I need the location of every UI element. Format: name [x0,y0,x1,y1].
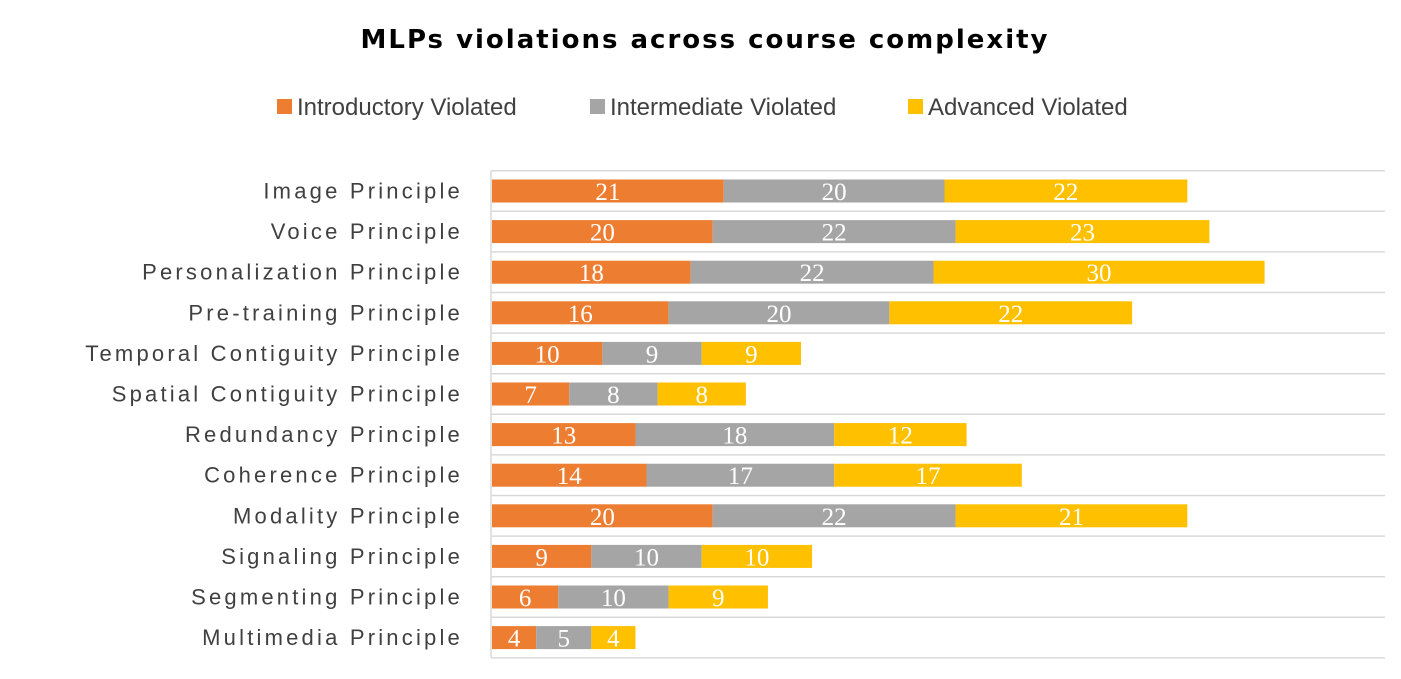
data-label-voice-principle-advanced-violated: 23 [1070,220,1095,247]
bars [492,179,1265,650]
bar-pre-training-principle-advanced-violated [889,301,1133,325]
bar-spatial-contiguity-principle-intermediate-violated [569,382,658,406]
data-label-personalization-principle-introductory-violated: 18 [579,260,604,287]
bar-segmenting-principle-advanced-violated [668,585,768,609]
bar-signaling-principle-advanced-violated [701,544,813,568]
legend-label-intermediate-violated: Intermediate Violated [610,94,836,121]
data-label-pre-training-principle-advanced-violated: 22 [998,301,1023,328]
bar-redundancy-principle-intermediate-violated [635,423,835,447]
category-label-image-principle: Image Principle [263,179,463,204]
bar-voice-principle-advanced-violated [955,220,1210,244]
data-label-image-principle-advanced-violated: 22 [1053,179,1078,206]
bar-temporal-contiguity-principle-introductory-violated [492,341,603,365]
chart-title: MLPs violations across course complexity [361,25,1050,55]
legend-swatch-introductory-violated [277,99,292,114]
legend-swatch-advanced-violated [908,99,923,114]
data-label-segmenting-principle-advanced-violated: 9 [712,585,725,612]
bar-voice-principle-introductory-violated [492,220,713,244]
bar-personalization-principle-intermediate-violated [690,260,934,284]
category-label-spatial-contiguity-principle: Spatial Contiguity Principle [112,382,463,407]
data-label-temporal-contiguity-principle-advanced-violated: 9 [745,341,758,368]
bar-coherence-principle-intermediate-violated [646,463,835,487]
bar-coherence-principle-advanced-violated [834,463,1022,487]
data-label-voice-principle-intermediate-violated: 22 [822,220,847,247]
category-label-redundancy-principle: Redundancy Principle [185,422,463,447]
bar-image-principle-intermediate-violated [723,179,945,203]
data-label-redundancy-principle-intermediate-violated: 18 [722,423,747,450]
legend-label-introductory-violated: Introductory Violated [297,94,517,121]
bar-image-principle-introductory-violated [492,179,724,203]
data-label-redundancy-principle-advanced-violated: 12 [888,423,913,450]
data-label-pre-training-principle-intermediate-violated: 20 [766,301,791,328]
bar-segmenting-principle-introductory-violated [492,585,559,609]
bar-temporal-contiguity-principle-advanced-violated [701,341,802,365]
data-label-multimedia-principle-introductory-violated: 4 [508,626,521,653]
legend: Introductory Violated Intermediate Violat… [277,94,1128,121]
data-label-segmenting-principle-intermediate-violated: 10 [601,585,626,612]
data-label-modality-principle-introductory-violated: 20 [590,504,615,531]
bar-modality-principle-advanced-violated [955,504,1188,528]
bar-image-principle-advanced-violated [944,179,1188,203]
data-label-spatial-contiguity-principle-intermediate-violated: 8 [607,382,620,409]
legend-swatch-intermediate-violated [590,99,605,114]
bar-multimedia-principle-advanced-violated [591,626,636,650]
bar-multimedia-principle-intermediate-violated [536,626,592,650]
bar-multimedia-principle-introductory-violated [492,626,537,650]
data-label-coherence-principle-advanced-violated: 17 [915,463,940,490]
category-label-coherence-principle: Coherence Principle [204,463,463,488]
data-label-multimedia-principle-intermediate-violated: 5 [557,626,570,653]
bar-pre-training-principle-introductory-violated [492,301,669,325]
bar-voice-principle-intermediate-violated [712,220,956,244]
data-label-coherence-principle-introductory-violated: 14 [557,463,583,490]
category-label-segmenting-principle: Segmenting Principle [191,585,463,610]
bar-spatial-contiguity-principle-introductory-violated [492,382,570,406]
y-axis: Image Principle Voice Principle Personaliz… [85,170,492,658]
bar-signaling-principle-intermediate-violated [591,544,702,568]
data-label-modality-principle-intermediate-violated: 22 [822,504,847,531]
bar-coherence-principle-introductory-violated [492,463,647,487]
bar-temporal-contiguity-principle-intermediate-violated [602,341,702,365]
category-label-temporal-contiguity-principle: Temporal Contiguity Principle [85,341,463,366]
bar-signaling-principle-introductory-violated [492,544,592,568]
category-label-modality-principle: Modality Principle [233,503,463,528]
data-label-pre-training-principle-introductory-violated: 16 [568,301,593,328]
legend-label-advanced-violated: Advanced Violated [928,94,1128,121]
data-label-signaling-principle-advanced-violated: 10 [744,544,769,571]
data-label-spatial-contiguity-principle-advanced-violated: 8 [695,382,708,409]
category-label-signaling-principle: Signaling Principle [221,544,463,569]
bar-pre-training-principle-intermediate-violated [668,301,890,325]
data-label-signaling-principle-intermediate-violated: 10 [634,544,659,571]
category-label-multimedia-principle: Multimedia Principle [202,625,463,650]
data-label-personalization-principle-intermediate-violated: 22 [800,260,825,287]
data-label-temporal-contiguity-principle-intermediate-violated: 9 [646,341,659,368]
data-label-redundancy-principle-introductory-violated: 13 [551,423,576,450]
data-label-personalization-principle-advanced-violated: 30 [1087,260,1112,287]
bar-redundancy-principle-advanced-violated [834,423,967,447]
data-labels: 21 20 22 20 22 23 18 22 30 16 20 22 10 9 9 7 8 8 13 18 12 14 1… [508,179,1112,653]
gridlines [491,169,1385,659]
data-label-temporal-contiguity-principle-introductory-violated: 10 [535,341,560,368]
bar-spatial-contiguity-principle-advanced-violated [657,382,746,406]
bar-redundancy-principle-introductory-violated [492,423,636,447]
data-label-spatial-contiguity-principle-introductory-violated: 7 [524,382,537,409]
data-label-multimedia-principle-advanced-violated: 4 [607,626,620,653]
bar-personalization-principle-advanced-violated [933,260,1265,284]
bar-modality-principle-introductory-violated [492,504,713,528]
data-label-segmenting-principle-introductory-violated: 6 [519,585,532,612]
data-label-image-principle-intermediate-violated: 20 [822,179,847,206]
category-label-voice-principle: Voice Principle [271,219,463,244]
data-label-signaling-principle-introductory-violated: 9 [535,544,548,571]
bar-personalization-principle-introductory-violated [492,260,691,284]
bar-segmenting-principle-intermediate-violated [558,585,669,609]
data-label-voice-principle-introductory-violated: 20 [590,220,615,247]
data-label-image-principle-introductory-violated: 21 [595,179,620,206]
category-label-pre-training-principle: Pre-training Principle [188,300,463,325]
category-label-personalization-principle: Personalization Principle [142,260,463,285]
data-label-coherence-principle-intermediate-violated: 17 [728,463,753,490]
bar-modality-principle-intermediate-violated [712,504,956,528]
data-label-modality-principle-advanced-violated: 21 [1059,504,1084,531]
